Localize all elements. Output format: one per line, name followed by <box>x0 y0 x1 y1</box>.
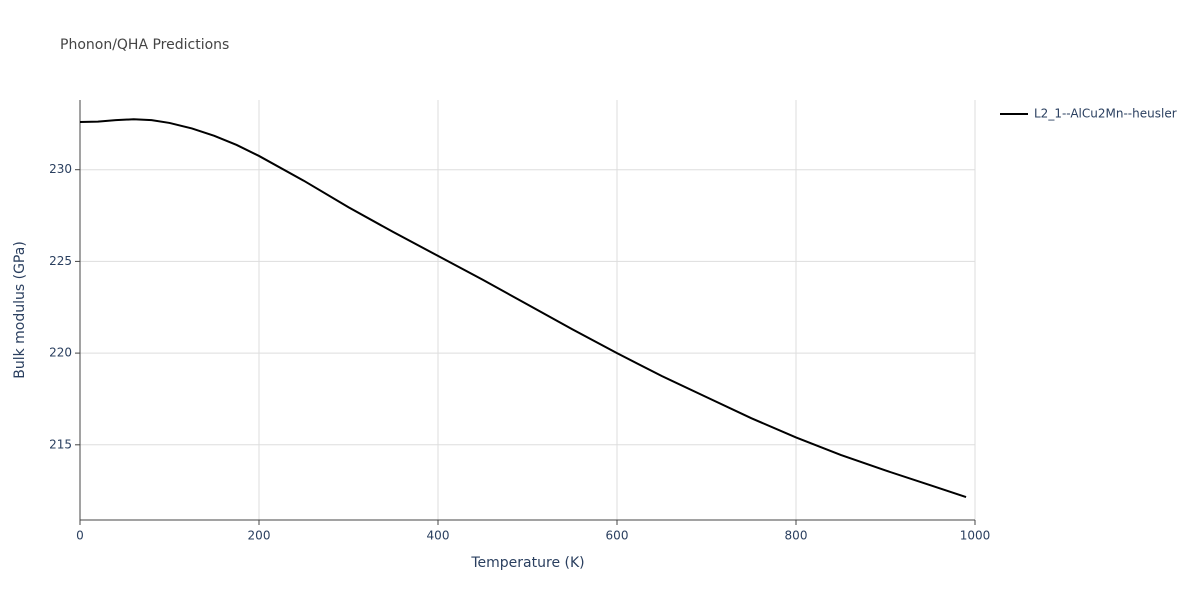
chart-title: Phonon/QHA Predictions <box>60 37 229 53</box>
x-tick-label: 0 <box>76 529 84 543</box>
y-tick-label: 225 <box>49 254 72 268</box>
x-tick-label: 600 <box>606 529 629 543</box>
y-tick-label: 230 <box>49 162 72 176</box>
legend-label: L2_1--AlCu2Mn--heusler <box>1034 107 1177 121</box>
x-axis-title: Temperature (K) <box>470 555 584 571</box>
x-tick-label: 400 <box>427 529 450 543</box>
x-tick-label: 800 <box>785 529 808 543</box>
x-tick-label: 1000 <box>960 529 991 543</box>
y-tick-label: 215 <box>49 437 72 451</box>
x-tick-label: 200 <box>248 529 271 543</box>
y-tick-label: 220 <box>49 346 72 360</box>
y-axis-title: Bulk modulus (GPa) <box>12 241 28 379</box>
data-line <box>79 118 967 499</box>
